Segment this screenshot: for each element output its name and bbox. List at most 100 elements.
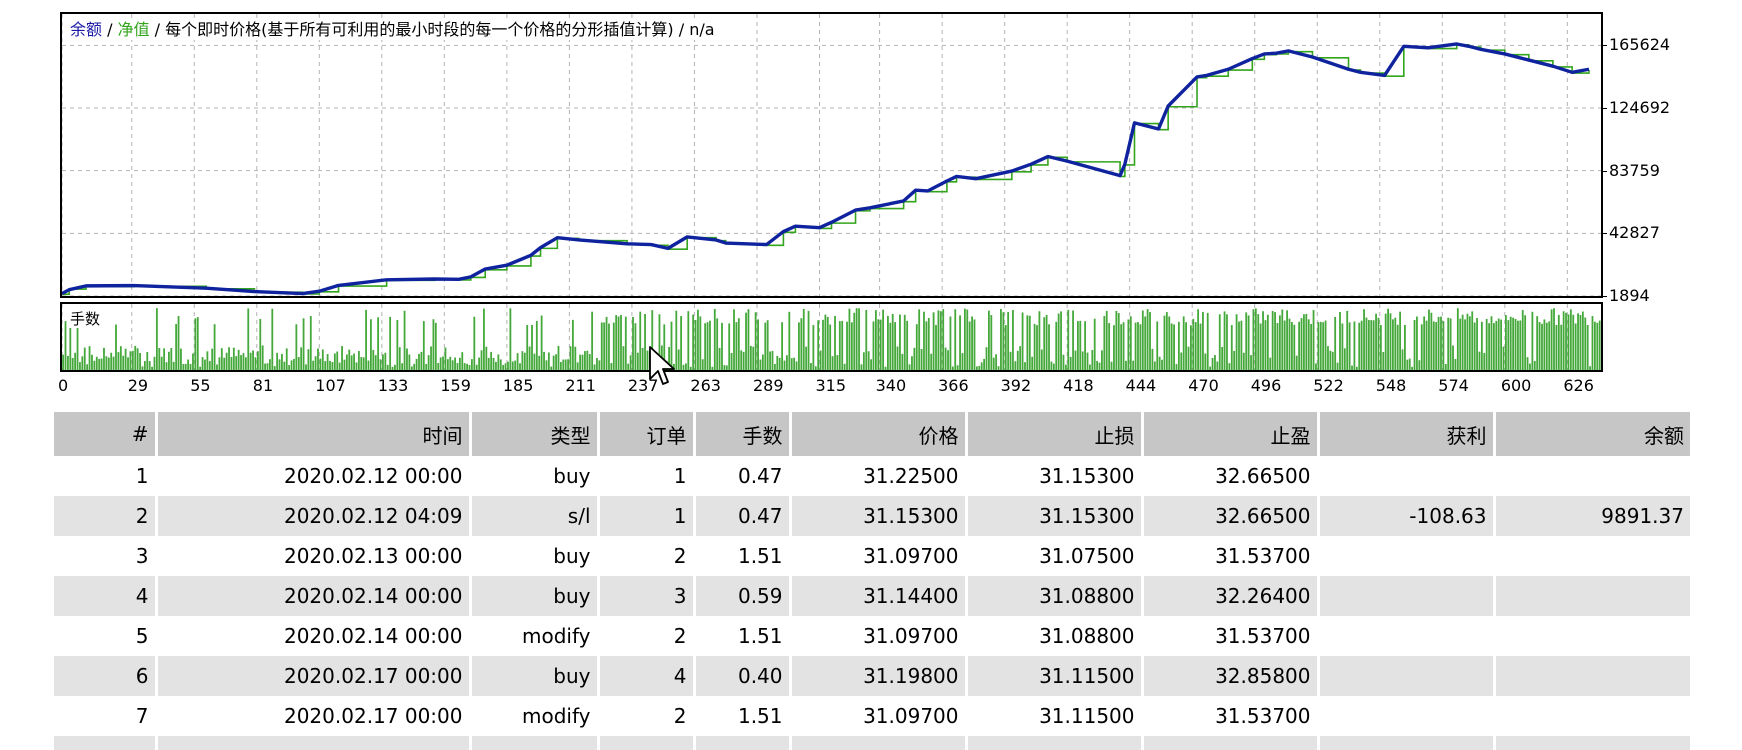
lots-bar <box>1158 356 1161 370</box>
lots-bar <box>1127 319 1130 370</box>
lots-bar <box>699 316 702 370</box>
cell-col-balance <box>1494 536 1690 576</box>
lots-bar <box>1507 320 1510 370</box>
lots-bar <box>1028 315 1031 370</box>
x-tick-label: 81 <box>252 376 274 395</box>
lots-bar <box>846 321 848 370</box>
table-row[interactable]: 2 2020.02.12 04:09 s/l 1 0.47 31.15300 31.1530… <box>54 496 1690 536</box>
cell-col-price: 31.09700 <box>790 616 968 656</box>
header-col-take-profit[interactable]: 止盈 <box>1142 412 1320 456</box>
lots-bar <box>281 353 283 370</box>
table-row[interactable] <box>54 736 1690 750</box>
lots-bar <box>706 322 709 370</box>
y-tick-label: 83759 <box>1601 160 1660 180</box>
lots-bar <box>1187 346 1190 370</box>
cell-col-stop-loss: 31.15300 <box>966 456 1144 496</box>
lots-bar <box>319 358 322 370</box>
lots-bar <box>473 316 476 370</box>
lots-bar <box>1382 351 1385 370</box>
table-row[interactable]: 3 2020.02.13 00:00 buy 2 1.51 31.09700 31.0750… <box>54 536 1690 576</box>
lots-bar <box>1278 315 1281 370</box>
lots-bar <box>1567 314 1570 370</box>
header-col-type[interactable]: 类型 <box>470 412 600 456</box>
table-row[interactable]: 7 2020.02.17 00:00 modify 2 1.51 31.09700 31.1… <box>54 696 1690 736</box>
lots-bar <box>247 308 250 370</box>
lots-bar <box>208 361 211 370</box>
lots-bar <box>1413 319 1416 370</box>
lots-bar <box>1115 310 1118 370</box>
cell-col-profit <box>1318 736 1496 750</box>
cell-col-profit <box>1318 576 1496 616</box>
lots-bar <box>1146 309 1149 370</box>
lots-bar <box>644 313 646 370</box>
lots-bar <box>468 365 471 370</box>
lots-bar <box>937 310 940 370</box>
lots-bar <box>372 349 375 370</box>
lots-bar <box>1117 313 1120 370</box>
lots-bar <box>314 356 317 370</box>
lots-bar <box>122 355 125 370</box>
lots-bar <box>165 362 168 370</box>
table-row[interactable]: 5 2020.02.14 00:00 modify 2 1.51 31.09700 31.0… <box>54 616 1690 656</box>
lots-bar <box>533 353 536 370</box>
lots-bar <box>1454 358 1457 370</box>
lots-bar <box>1553 308 1555 370</box>
cell-col-order: 2 <box>598 536 696 576</box>
lots-bar <box>69 310 72 370</box>
lots-bar <box>1170 323 1173 370</box>
lots-bar <box>300 347 303 370</box>
lots-bar <box>430 346 432 370</box>
lots-bar <box>1230 325 1233 370</box>
lots-bar <box>184 363 187 370</box>
lots-bar <box>884 366 887 370</box>
lots-bar <box>870 359 872 370</box>
cell-col-number: 5 <box>54 616 158 656</box>
lots-bar <box>925 321 928 370</box>
table-row[interactable]: 6 2020.02.17 00:00 buy 4 0.40 31.19800 31.1150… <box>54 656 1690 696</box>
header-col-order[interactable]: 订单 <box>598 412 696 456</box>
lots-bar <box>362 357 365 370</box>
lots-bar <box>598 360 601 370</box>
lots-bar <box>552 355 555 370</box>
lots-bar <box>1596 322 1599 370</box>
lots-bar <box>1057 313 1060 370</box>
cell-col-type: buy <box>470 456 600 496</box>
header-col-number[interactable]: # <box>54 412 158 456</box>
lots-bar <box>420 351 423 370</box>
table-row[interactable]: 1 2020.02.12 00:00 buy 1 0.47 31.22500 31.1530… <box>54 456 1690 496</box>
cell-col-lots <box>694 736 792 750</box>
lots-bar <box>1529 363 1531 370</box>
table-row[interactable]: 4 2020.02.14 00:00 buy 3 0.59 31.14400 31.0880… <box>54 576 1690 616</box>
lots-bar <box>896 346 899 370</box>
lots-bar <box>858 308 860 370</box>
lots-bar <box>374 355 377 370</box>
header-col-time[interactable]: 时间 <box>156 412 472 456</box>
lots-bar <box>1288 318 1291 370</box>
lots-bar <box>293 358 295 370</box>
header-col-profit[interactable]: 获利 <box>1318 412 1496 456</box>
lots-bar <box>793 357 796 370</box>
lots-bar <box>434 322 437 370</box>
lots-bar <box>1399 311 1402 370</box>
header-col-stop-loss[interactable]: 止损 <box>966 412 1144 456</box>
lots-bar <box>1430 312 1433 370</box>
header-col-price[interactable]: 价格 <box>790 412 968 456</box>
cell-col-type: s/l <box>470 496 600 536</box>
lots-bar <box>879 319 882 370</box>
lots-bar <box>139 353 141 370</box>
lots-bar <box>1110 361 1113 370</box>
lots-bar <box>451 360 454 370</box>
header-col-balance[interactable]: 余额 <box>1494 412 1690 456</box>
lots-bar <box>1151 348 1154 370</box>
lots-chart: 手数 <box>60 302 1603 372</box>
lots-bar <box>1064 364 1067 370</box>
cell-col-order: 1 <box>598 456 696 496</box>
lots-bar <box>365 309 367 370</box>
lots-bar <box>1536 316 1539 370</box>
lots-bar <box>634 323 637 370</box>
lots-bar <box>1189 325 1192 370</box>
header-col-lots[interactable]: 手数 <box>694 412 792 456</box>
lots-bar <box>1271 310 1274 370</box>
lots-bar <box>1307 319 1310 370</box>
lots-bar <box>466 363 468 370</box>
